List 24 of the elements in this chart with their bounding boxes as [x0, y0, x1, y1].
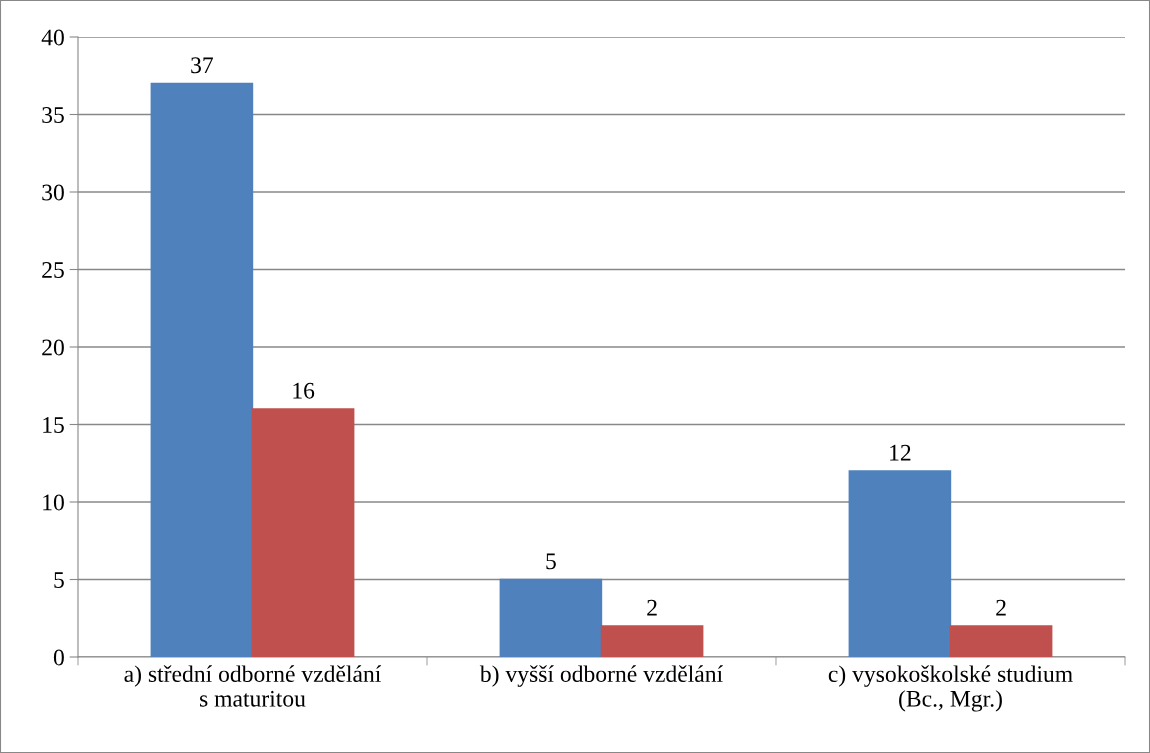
y-tick-label: 25	[42, 262, 64, 278]
bar	[150, 82, 254, 657]
data-label: 12	[890, 444, 911, 461]
data-label: 2	[996, 599, 1006, 616]
y-tick-label: 15	[43, 417, 64, 433]
x-tick-label: a) střední odborné vzdělání s maturitou	[124, 665, 382, 707]
data-label: 16	[293, 382, 315, 399]
data-label: 37	[191, 57, 214, 74]
bar	[499, 578, 603, 657]
y-tick-label: 5	[54, 572, 64, 588]
x-tick-label: b) vyšší odborné vzdělání	[479, 665, 723, 687]
y-tick-label: 30	[42, 184, 64, 201]
data-label: 5	[546, 553, 556, 570]
data-label: 2	[647, 599, 657, 616]
bar	[949, 625, 1053, 657]
y-tick-label: 0	[53, 649, 64, 666]
y-tick-label: 35	[42, 107, 64, 123]
y-tick-label: 40	[41, 29, 64, 46]
bar	[251, 408, 355, 657]
bar	[848, 470, 952, 657]
x-tick-label: c) vysokoškolské studium (Bc., Mgr.)	[828, 665, 1073, 712]
bar	[600, 625, 704, 657]
y-tick-label: 10	[43, 494, 64, 511]
y-tick-label: 20	[42, 339, 64, 356]
